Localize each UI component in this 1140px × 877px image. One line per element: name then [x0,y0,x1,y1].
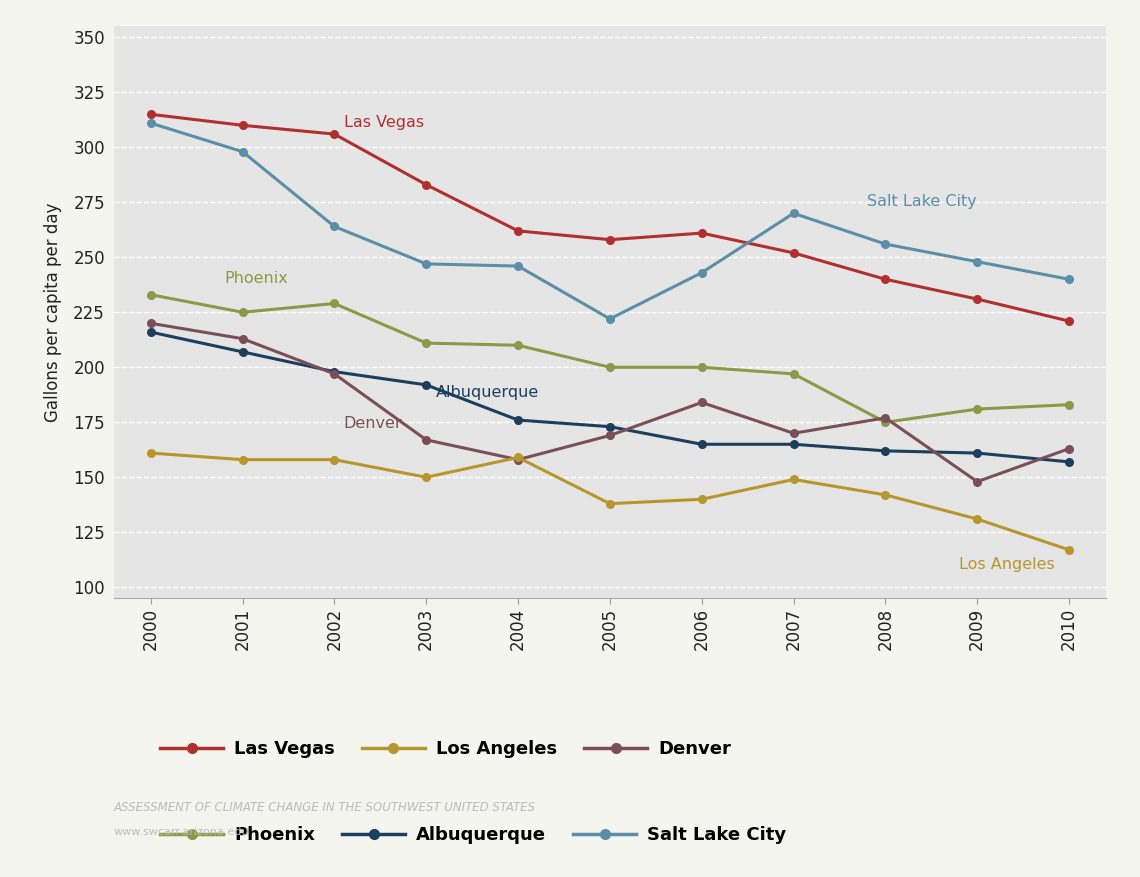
Text: Las Vegas: Las Vegas [343,115,424,130]
Text: Los Angeles: Los Angeles [959,557,1054,572]
Text: Salt Lake City: Salt Lake City [868,194,977,209]
Legend: Phoenix, Albuquerque, Salt Lake City: Phoenix, Albuquerque, Salt Lake City [153,819,793,852]
Text: Phoenix: Phoenix [225,271,288,286]
Text: www.swcarr.arizona.edu: www.swcarr.arizona.edu [114,827,250,837]
Text: Denver: Denver [343,416,402,431]
Text: ASSESSMENT OF CLIMATE CHANGE IN THE SOUTHWEST UNITED STATES: ASSESSMENT OF CLIMATE CHANGE IN THE SOUT… [114,802,536,814]
Text: Albuquerque: Albuquerque [435,385,539,400]
Y-axis label: Gallons per capita per day: Gallons per capita per day [44,203,62,422]
